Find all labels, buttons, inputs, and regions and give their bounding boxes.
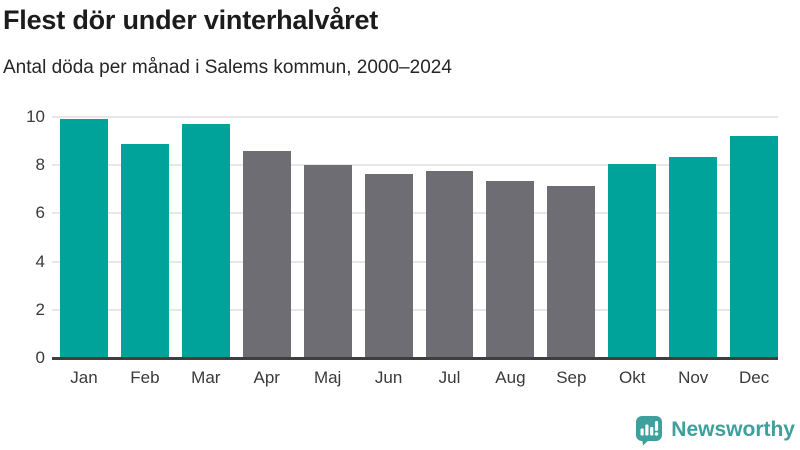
x-tick-label-jun: Jun: [374, 368, 403, 387]
y-tick-label: 2: [35, 299, 45, 319]
x-tick-label-okt: Okt: [619, 368, 646, 387]
x-tick-label-feb: Feb: [130, 368, 160, 387]
bar-jul: [425, 171, 474, 358]
newsworthy-speech-bubble-barchart-icon: [636, 416, 663, 446]
x-tick-label-apr: Apr: [253, 368, 280, 387]
plot-area: 0 2 4 6 8 10 Jan Feb Mar Apr Maj Jun Jul Aug Sep Okt No…: [0, 107, 800, 387]
bar-aug: [486, 180, 535, 358]
chart-header: Flest dör under vinterhalvåret Antal död…: [3, 4, 452, 79]
bar-nov: [669, 156, 718, 358]
x-tick-label-maj: Maj: [313, 368, 342, 387]
x-tick-label-jul: Jul: [438, 368, 461, 387]
x-tick-label-aug: Aug: [495, 368, 526, 387]
bar-okt: [608, 164, 657, 358]
chart-subtitle: Antal döda per månad i Salems kommun, 20…: [3, 57, 452, 79]
gridline: [52, 260, 778, 263]
gridline: [52, 308, 778, 311]
x-tick-label-sep: Sep: [556, 368, 587, 387]
x-tick-label-nov: Nov: [678, 368, 709, 387]
bar-jun: [364, 173, 413, 358]
y-tick-label: 4: [35, 251, 45, 271]
bar-feb: [120, 143, 169, 358]
bar-dec: [730, 136, 779, 358]
brand-name: Newsworthy: [671, 417, 795, 441]
bar-sep: [547, 185, 596, 358]
y-tick-label: 0: [35, 348, 45, 367]
bars-row: [60, 117, 779, 358]
bar-mar: [181, 124, 230, 358]
chart-title: Flest dör under vinterhalvåret: [3, 5, 379, 35]
x-axis-line: [52, 357, 778, 360]
x-tick-label-mar: Mar: [191, 368, 221, 387]
newsworthy-logo: Newsworthy: [634, 415, 795, 446]
x-tick-label-dec: Dec: [738, 368, 770, 387]
bar-jan: [60, 119, 108, 358]
y-tick-label: 10: [26, 107, 45, 126]
bar-maj: [303, 165, 352, 358]
gridline: [52, 164, 778, 167]
gridline: [52, 116, 778, 118]
y-tick-label: 6: [35, 203, 45, 223]
y-tick-label: 8: [35, 155, 45, 175]
x-axis-tick-labels: Jan Feb Mar Apr Maj Jun Jul Aug Sep Okt Nov Dec: [60, 368, 778, 388]
gridline: [52, 212, 778, 215]
bar-apr: [242, 150, 291, 358]
x-tick-label-jan: Jan: [70, 368, 98, 387]
